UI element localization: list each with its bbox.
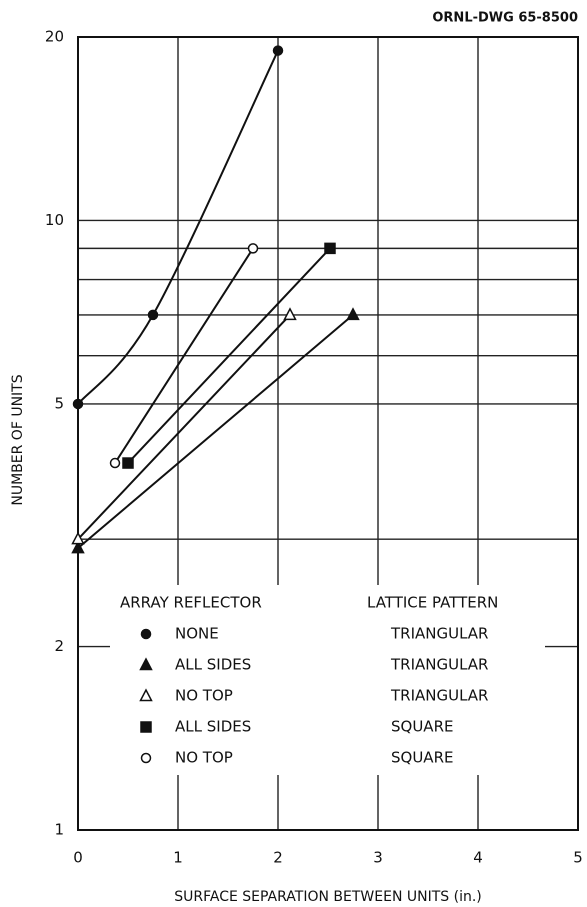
legend-marker <box>139 657 153 671</box>
legend-label: ALL SIDES <box>175 656 251 674</box>
legend-header: ARRAY REFLECTOR <box>120 594 262 612</box>
x-tick-label: 4 <box>473 849 483 867</box>
x-tick-label: 2 <box>273 849 283 867</box>
y-tick-label: 5 <box>54 394 64 412</box>
marker <box>71 531 85 545</box>
y-tick-label: 20 <box>45 28 64 46</box>
legend-label: NONE <box>175 625 219 643</box>
legend-lattice: SQUARE <box>391 718 453 736</box>
legend-lattice: TRIANGULAR <box>390 687 488 705</box>
marker <box>346 307 360 321</box>
plot-frame <box>77 36 579 831</box>
y-tick-label: 1 <box>54 821 64 839</box>
series-line <box>114 247 254 464</box>
marker <box>272 45 284 56</box>
marker <box>147 309 159 321</box>
legend-label: NO TOP <box>175 749 233 767</box>
marker <box>122 457 134 469</box>
legend-marker <box>140 721 152 733</box>
y-axis-label: NUMBER OF UNITS <box>10 374 26 505</box>
legend-label: ALL SIDES <box>175 718 251 736</box>
legend-header: LATTICE PATTERN <box>367 594 498 612</box>
marker <box>247 243 259 254</box>
legend-box <box>110 585 545 775</box>
series-line <box>77 314 291 540</box>
marker <box>71 540 85 554</box>
annotation: ORNL-DWG 65-8500 <box>432 11 578 26</box>
x-tick-label: 1 <box>173 849 183 867</box>
series-line <box>127 247 331 464</box>
x-axis-label: SURFACE SEPARATION BETWEEN UNITS (in.) <box>174 889 482 905</box>
legend-lattice: SQUARE <box>391 749 453 767</box>
legend-marker <box>139 688 153 702</box>
legend-marker <box>140 752 152 764</box>
marker <box>283 307 297 321</box>
series-line <box>77 314 354 549</box>
legend-label: NO TOP <box>175 687 233 705</box>
x-tick-label: 0 <box>73 849 83 867</box>
legend-marker <box>140 628 152 640</box>
legend-lattice: TRIANGULAR <box>390 625 488 643</box>
x-tick-label: 3 <box>373 849 383 867</box>
marker <box>72 398 84 410</box>
y-tick-label: 2 <box>54 637 64 655</box>
legend-lattice: TRIANGULAR <box>390 656 488 674</box>
x-tick-label: 5 <box>573 849 583 867</box>
y-tick-label: 10 <box>45 211 64 229</box>
marker <box>324 242 336 255</box>
series-line <box>77 50 279 405</box>
marker <box>109 457 121 469</box>
